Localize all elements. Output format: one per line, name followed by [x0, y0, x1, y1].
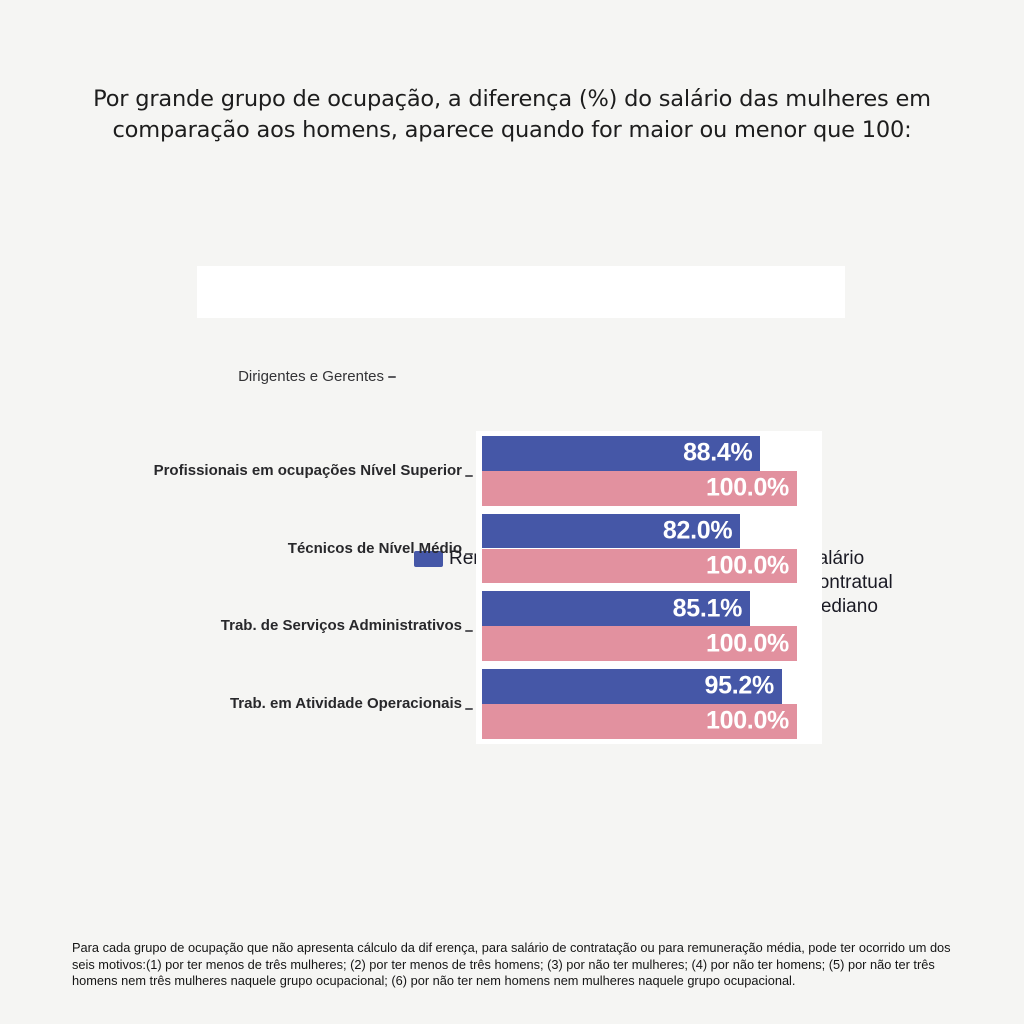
- category-label: Trab. em Atividade Operacionais: [229, 695, 462, 713]
- bar-salario: 100.0%: [482, 470, 797, 506]
- bar-value-label: 100.0%: [706, 629, 789, 658]
- bar-remuneracao: 82.0%: [482, 513, 741, 549]
- axis-tick: [465, 630, 473, 633]
- bar-value-label: 100.0%: [706, 473, 789, 502]
- category-label: Trab. de Serviços Administrativos: [220, 617, 462, 635]
- bar-remuneracao: 85.1%: [482, 591, 751, 627]
- legend-swatch-remuneracao: [414, 551, 443, 567]
- bar-remuneracao: 95.2%: [482, 669, 782, 704]
- bar-value-label: 100.0%: [706, 706, 789, 735]
- bar-salario: 100.0%: [482, 626, 797, 661]
- bar-value-label: 100.0%: [706, 551, 789, 580]
- bar-value-label: 82.0%: [662, 516, 733, 545]
- category-label: Técnicos de Nível Médio: [287, 539, 462, 557]
- bar-value-label: 88.4%: [683, 438, 753, 467]
- footnote: Para cada grupo de ocupação que não apre…: [72, 940, 951, 988]
- bar-value-label: 95.2%: [704, 671, 774, 700]
- bar-salario: 100.0%: [482, 703, 797, 739]
- category-label-dirigentes: Dirigentes e Gerentes: [238, 368, 384, 385]
- legend: Remuneração Mensal Média Salário Contrat…: [197, 266, 893, 617]
- axis-tick: [465, 475, 473, 477]
- bar-salario: 100.0%: [482, 548, 797, 584]
- axis-tick-dirigentes: [388, 376, 396, 378]
- axis-tick: [465, 552, 473, 555]
- chart-title: Por grande grupo de ocupação, a diferenç…: [93, 86, 931, 143]
- category-label: Profissionais em ocupações Nível Superio…: [153, 462, 462, 479]
- bar-remuneracao: 88.4%: [482, 436, 761, 471]
- axis-tick: [465, 708, 473, 711]
- bar-value-label: 85.1%: [672, 594, 743, 623]
